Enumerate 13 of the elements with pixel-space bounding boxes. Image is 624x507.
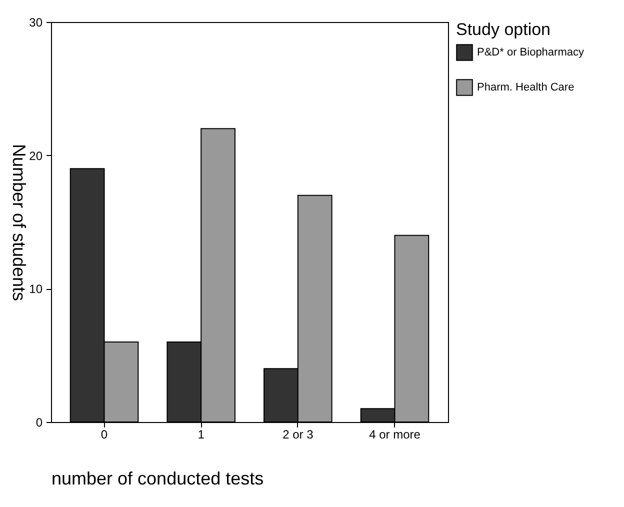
legend-label: P&D* or Biopharmacy: [477, 46, 584, 58]
legend-label: Pharm. Health Care: [477, 82, 574, 94]
y-tick-label: 30: [29, 16, 43, 30]
x-tick-label: 1: [198, 428, 205, 442]
x-tick-label: 2 or 3: [282, 428, 314, 442]
y-tick-label: 10: [29, 282, 43, 296]
legend-title: Study option: [456, 20, 551, 39]
x-tick-label: 4 or more: [369, 428, 421, 442]
y-axis-title: Number of students: [9, 144, 30, 302]
y-tick-label: 0: [36, 416, 43, 430]
x-tick-label: 0: [100, 428, 108, 442]
x-axis-title: number of conducted tests: [52, 468, 264, 488]
y-tick-label: 20: [29, 148, 43, 163]
